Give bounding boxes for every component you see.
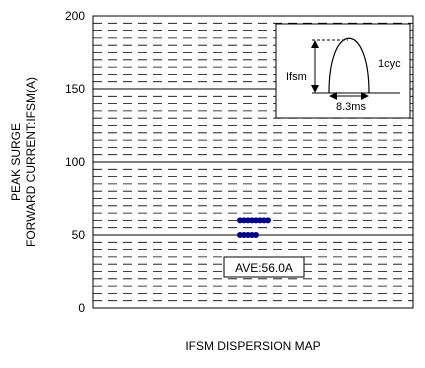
amplitude-arrow-up-icon: [311, 40, 319, 48]
average-label: AVE:56.0A: [235, 261, 293, 275]
y-tick-label: 50: [72, 228, 86, 242]
amplitude-arrow-down-icon: [311, 85, 319, 93]
x-axis-label: IFSM DISPERSION MAP: [185, 339, 320, 353]
plot-area-frame: [92, 15, 414, 309]
inset-cycle-label: 1cyc: [378, 58, 401, 70]
grid-layer: [93, 22, 413, 302]
average-annotation: AVE:56.0A: [223, 256, 305, 278]
inset-half-sine: [328, 37, 370, 94]
y-axis-label-group: PEAK SURGE FORWARD CURRENT:IFSM(A): [9, 77, 38, 247]
y-tick-label: 150: [65, 82, 85, 96]
tick-layer: 0 50 100 150 200: [65, 9, 85, 315]
data-point: [265, 217, 271, 224]
y-axis-label-line1: PEAK SURGE: [9, 123, 23, 201]
points-layer: [237, 217, 271, 238]
average-box: [223, 256, 305, 278]
y-tick-label: 100: [65, 155, 85, 169]
y-tick-label: 0: [78, 301, 85, 315]
duration-arrow-left-icon: [329, 92, 337, 100]
y-axis-label-line2: FORWARD CURRENT:IFSM(A): [24, 77, 38, 247]
duration-arrow-right-icon: [361, 92, 369, 100]
inset-peak-label: Ifsm: [286, 71, 307, 83]
waveform-inset: Ifsm 1cyc 8.3ms: [275, 23, 411, 119]
y-tick-label: 200: [65, 9, 85, 23]
inset-duration-label: 8.3ms: [336, 101, 366, 113]
data-point: [253, 232, 259, 238]
